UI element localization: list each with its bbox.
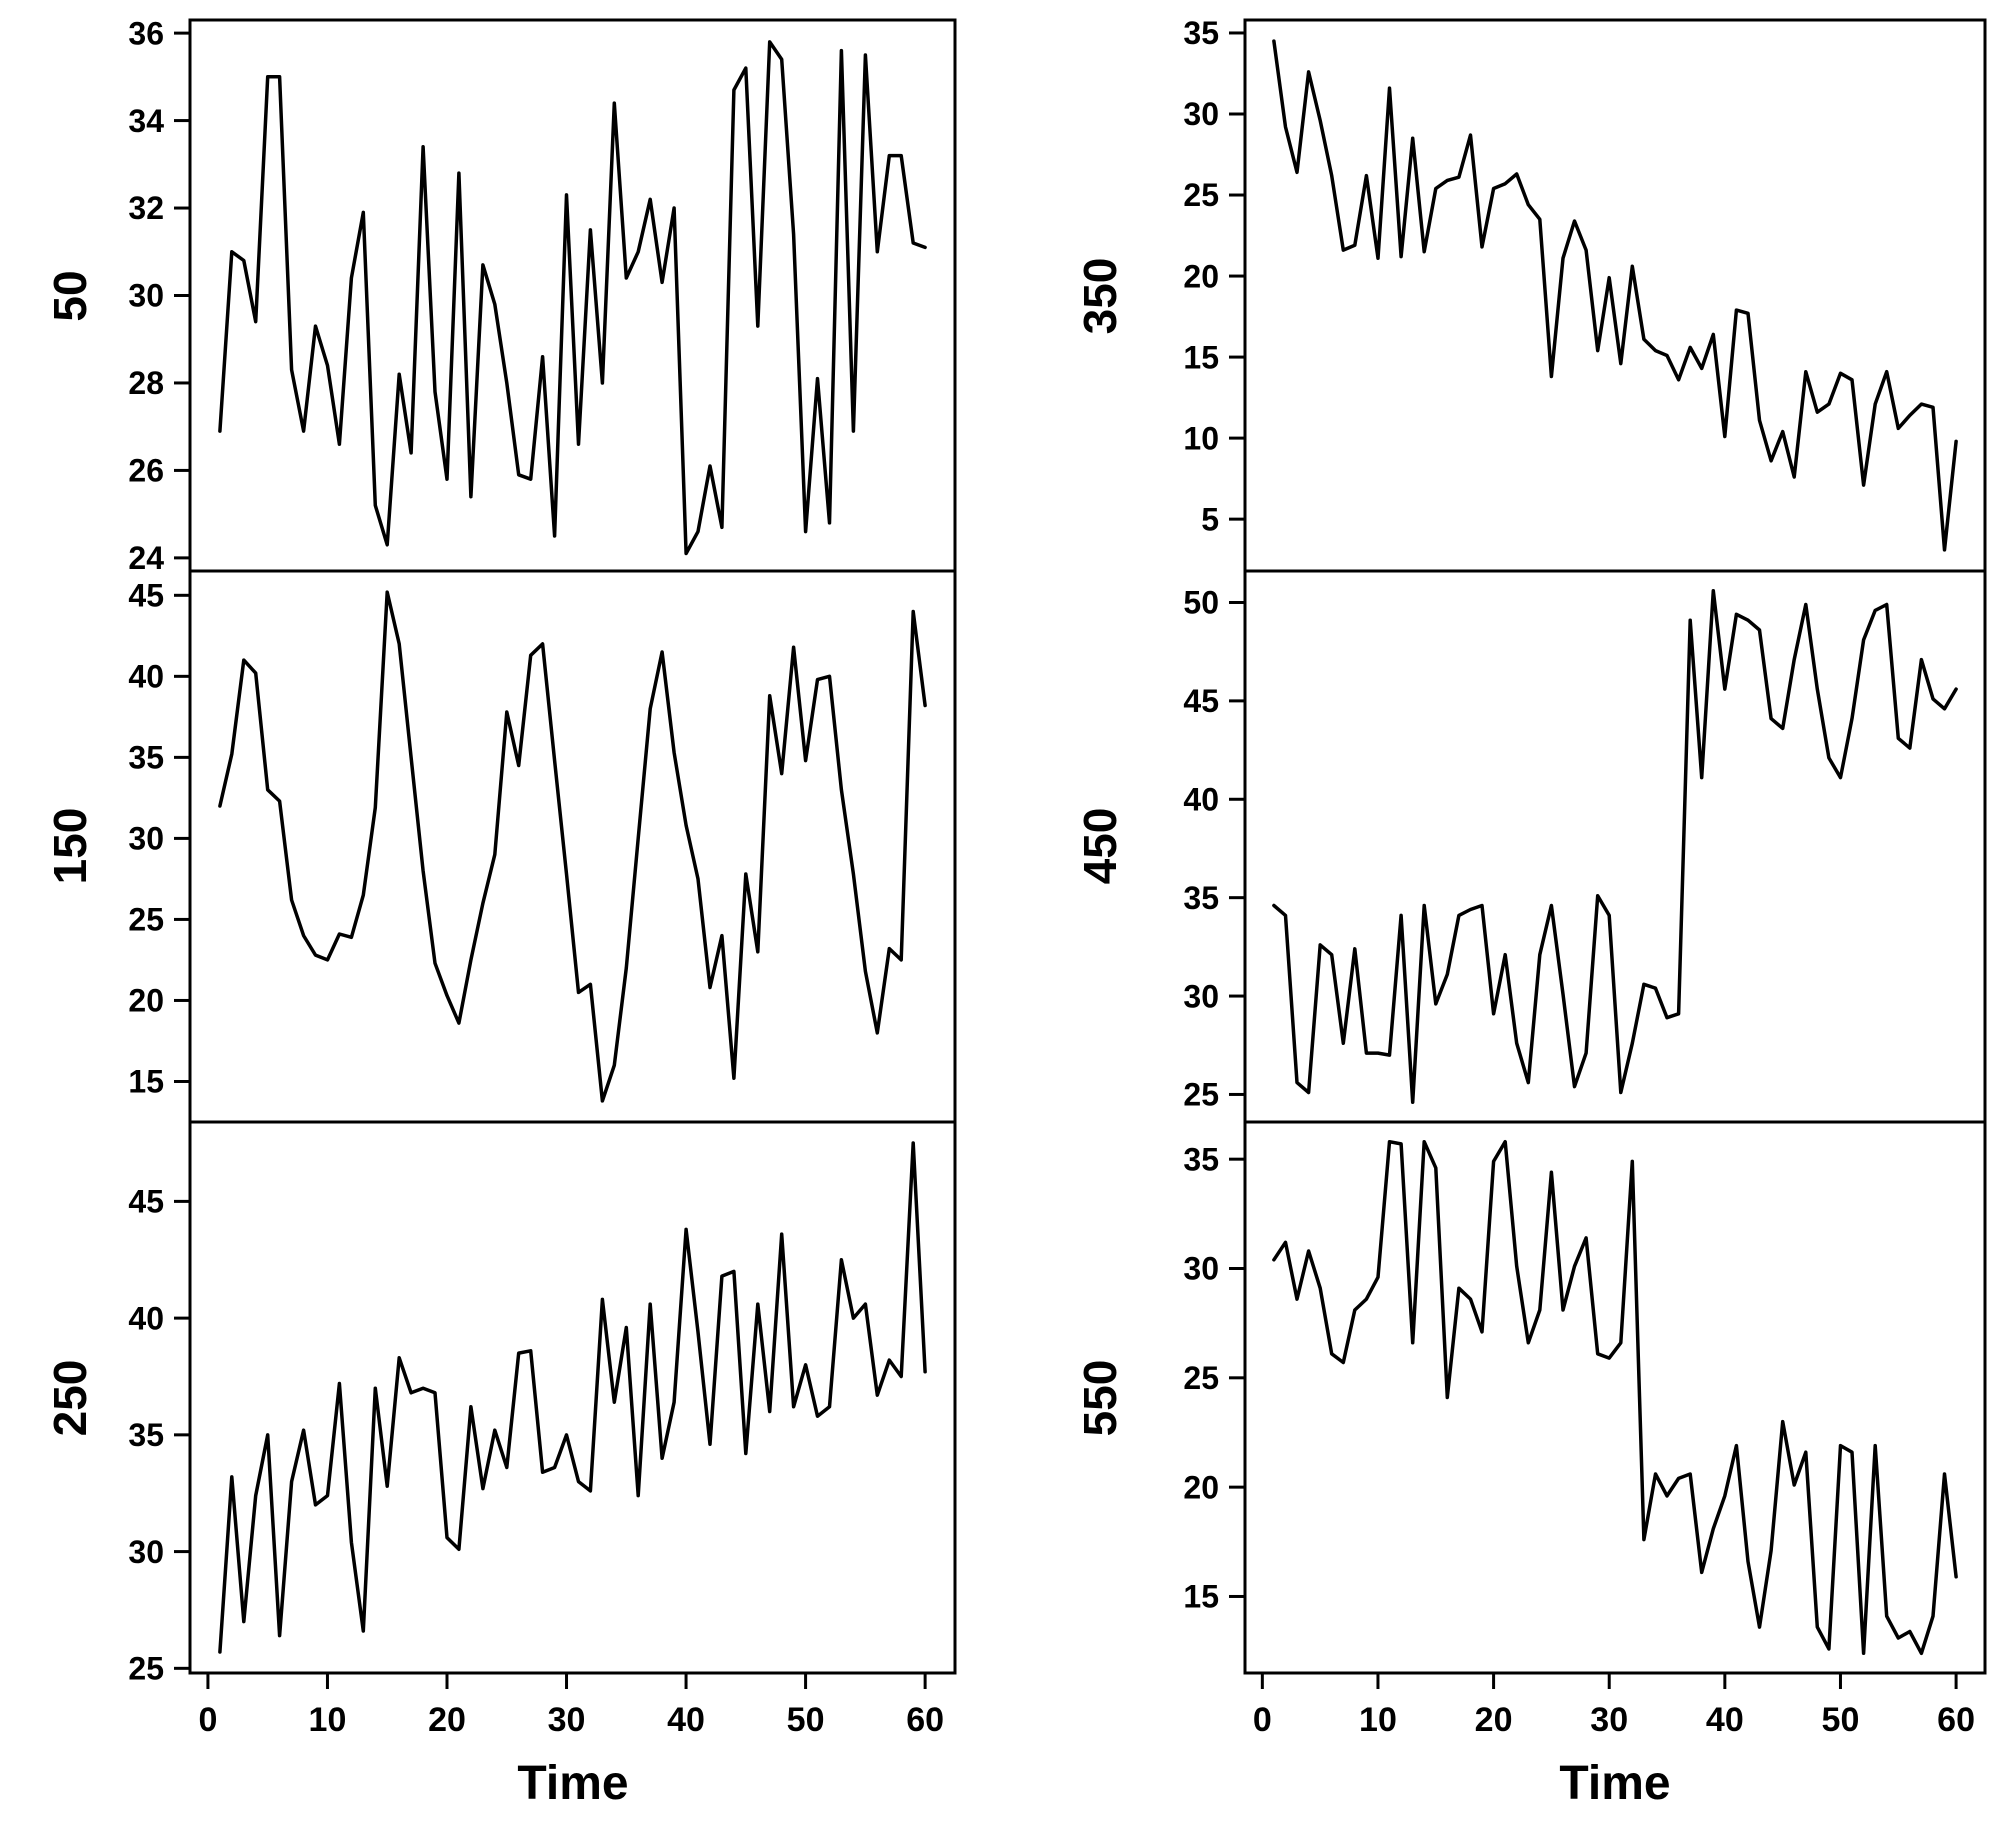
x-tick-label: 60: [906, 1701, 944, 1739]
series-label-150: 150: [44, 807, 96, 885]
y-tick-label: 25: [128, 1651, 164, 1687]
y-tick-label: 5: [1201, 501, 1219, 537]
y-tick-label: 24: [128, 540, 164, 576]
y-tick-label: 30: [128, 1534, 164, 1570]
x-tick-label: 60: [1937, 1701, 1975, 1739]
x-tick-label: 30: [1590, 1701, 1628, 1739]
y-tick-label: 10: [1183, 420, 1219, 456]
x-tick-label: 50: [787, 1701, 825, 1739]
series-line: [1272, 39, 1958, 552]
y-tick-label: 35: [128, 740, 164, 776]
x-tick-label: 20: [1475, 1701, 1513, 1739]
series-line: [1272, 588, 1958, 1105]
x-tick-label: 40: [667, 1701, 705, 1739]
panel-box: [188, 569, 957, 1124]
y-tick-label: 45: [128, 1184, 164, 1220]
x-tick-label: 50: [1822, 1701, 1860, 1739]
x-axis-title-left: Time: [517, 1757, 629, 1810]
series-label-350: 350: [1074, 257, 1126, 335]
y-tick-label: 15: [1183, 339, 1219, 375]
y-tick-label: 20: [1183, 1469, 1219, 1505]
series-line: [1272, 1139, 1958, 1656]
y-tick-label: 25: [128, 902, 164, 938]
y-tick-label: 28: [128, 365, 164, 401]
y-tick-label: 20: [128, 983, 164, 1019]
y-tick-label: 30: [128, 278, 164, 314]
y-tick-label: 15: [1183, 1579, 1219, 1615]
series-line: [218, 40, 927, 556]
series-label-50: 50: [44, 270, 96, 322]
y-tick-label: 35: [1183, 15, 1219, 51]
x-axis-title-right: Time: [1559, 1757, 1671, 1810]
y-tick-label: 36: [128, 15, 164, 51]
series-label-250: 250: [44, 1359, 96, 1437]
panel-box: [1243, 569, 1987, 1124]
x-tick-label: 0: [198, 1701, 217, 1739]
y-tick-label: 20: [1183, 258, 1219, 294]
panel-box: [188, 1120, 957, 1675]
series-label-450: 450: [1074, 807, 1126, 885]
panel-box: [1243, 18, 1987, 573]
x-tick-label: 10: [309, 1701, 347, 1739]
series-label-550: 550: [1074, 1359, 1126, 1437]
y-tick-label: 25: [1183, 1360, 1219, 1396]
y-tick-label: 40: [128, 1300, 164, 1336]
y-tick-label: 30: [128, 821, 164, 857]
series-line: [218, 1141, 927, 1654]
y-tick-label: 32: [128, 190, 164, 226]
y-tick-label: 35: [1183, 1141, 1219, 1177]
y-tick-label: 30: [1183, 978, 1219, 1014]
x-tick-label: 20: [428, 1701, 466, 1739]
y-tick-label: 50: [1183, 585, 1219, 621]
y-tick-label: 34: [128, 103, 164, 139]
y-tick-label: 26: [128, 453, 164, 489]
y-tick-label: 15: [128, 1064, 164, 1100]
x-tick-label: 10: [1359, 1701, 1397, 1739]
series-line: [218, 590, 927, 1103]
y-tick-label: 35: [1183, 880, 1219, 916]
y-tick-label: 25: [1183, 177, 1219, 213]
y-tick-label: 30: [1183, 1251, 1219, 1287]
x-tick-label: 40: [1706, 1701, 1744, 1739]
y-tick-label: 45: [128, 578, 164, 614]
y-tick-label: 35: [128, 1417, 164, 1453]
y-tick-label: 40: [1183, 781, 1219, 817]
x-tick-label: 30: [548, 1701, 586, 1739]
y-tick-label: 45: [1183, 683, 1219, 719]
panel-box: [1243, 1120, 1987, 1675]
y-tick-label: 30: [1183, 96, 1219, 132]
x-tick-label: 0: [1253, 1701, 1272, 1739]
y-tick-label: 25: [1183, 1077, 1219, 1113]
y-tick-label: 40: [128, 659, 164, 695]
